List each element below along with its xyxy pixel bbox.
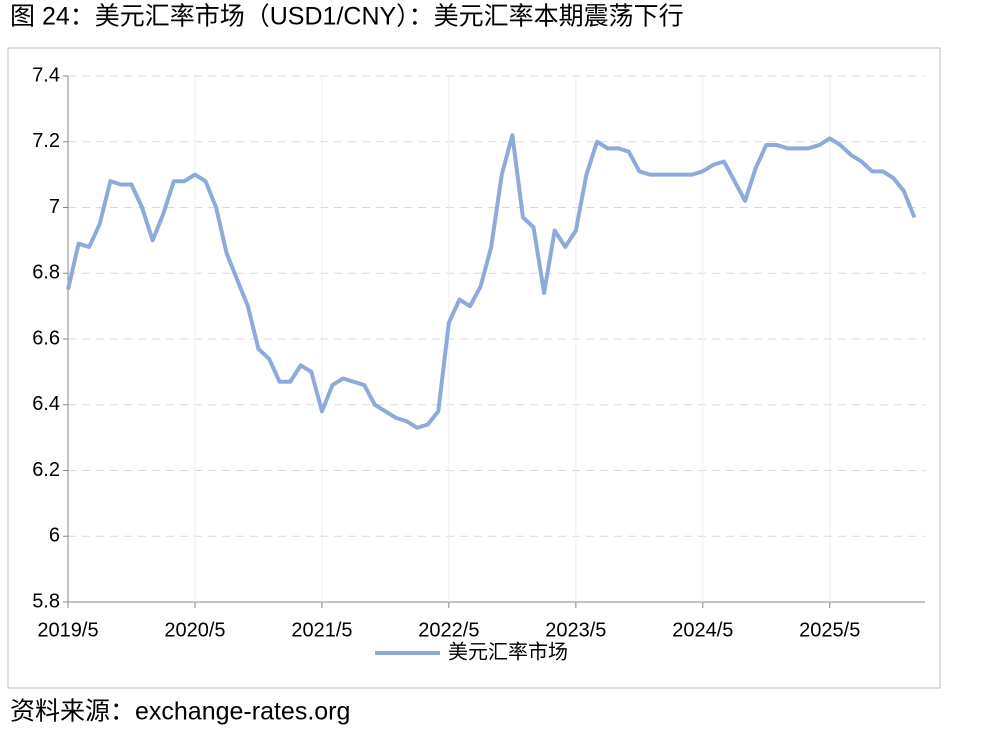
series-line [66, 133, 917, 430]
y-tick-label: 6.8 [32, 262, 60, 284]
y-tick-label: 6.6 [32, 327, 60, 349]
chart-frame [7, 47, 941, 689]
x-tick-label: 2021/5 [291, 619, 352, 641]
y-tick-label: 6.4 [32, 393, 60, 415]
y-tick-label: 5.8 [32, 590, 60, 612]
source: 资料来源：exchange-rates.org [10, 698, 350, 726]
x-tick-label: 2023/5 [545, 619, 606, 641]
chart-title: 图 24：美元汇率市场（USD1/CNY）：美元汇率本期震荡下行 [10, 3, 684, 31]
y-tick-label: 7 [49, 196, 60, 218]
x-tick-label: 2024/5 [672, 619, 733, 641]
y-tick-label: 6.2 [32, 459, 60, 481]
x-tick-label: 2020/5 [164, 619, 225, 641]
y-tick-label: 6 [49, 525, 60, 547]
x-tick-label: 2019/5 [37, 619, 98, 641]
x-tick-label: 2022/5 [418, 619, 479, 641]
y-tick-label: 7.2 [32, 130, 60, 152]
x-tick-label: 2025/5 [799, 619, 860, 641]
y-tick-label: 7.4 [32, 64, 60, 86]
legend-label: 美元汇率市场 [448, 640, 568, 663]
